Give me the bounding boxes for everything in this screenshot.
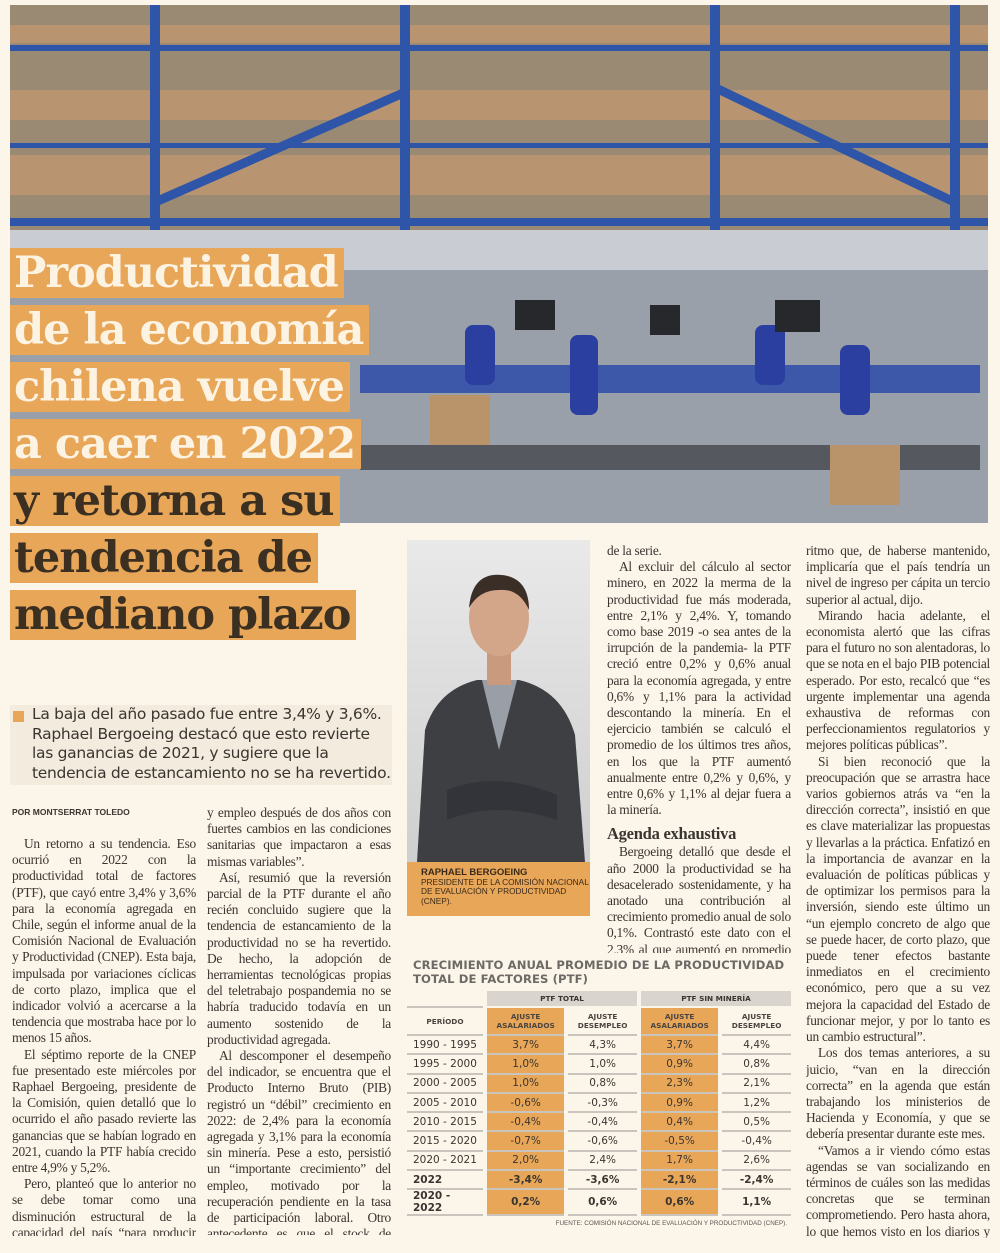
table-row: 2000 - 2005 1,0% 0,8% 2,3% 2,1% — [407, 1074, 791, 1094]
value-cell: -2,4% — [722, 1171, 791, 1191]
headline: Productividad de la economía chilena vue… — [10, 248, 390, 647]
headline-line: chilena vuelve — [10, 362, 350, 412]
value-cell: -0,6% — [487, 1093, 565, 1114]
table-row: 2020 - 2021 2,0% 2,4% 1,7% 2,6% — [407, 1151, 791, 1172]
value-cell: 0,6% — [568, 1190, 637, 1217]
article-column-2: y empleo después de dos años con fuertes… — [207, 805, 391, 1235]
value-cell: 3,7% — [640, 1036, 719, 1056]
paragraph: Un retorno a su tendencia. Eso ocurrió e… — [12, 836, 196, 1046]
paragraph: de la serie. — [607, 543, 662, 558]
value-cell: 1,0% — [487, 1055, 565, 1075]
portrait-photo — [407, 540, 590, 862]
value-cell: -0,4% — [568, 1113, 637, 1133]
value-cell: -0,5% — [640, 1132, 719, 1152]
sub-header: AJUSTE DESEMPLEO — [722, 1008, 791, 1036]
value-cell: -0,4% — [487, 1113, 565, 1133]
value-cell: 0,6% — [640, 1190, 719, 1217]
article-column-1: Un retorno a su tendencia. Eso ocurrió e… — [12, 836, 196, 1236]
value-cell: 2,1% — [722, 1075, 791, 1094]
caption-name: RAPHAEL BERGOEING — [421, 867, 528, 878]
paragraph: Si bien reconoció que la preocupación qu… — [806, 753, 990, 1045]
deck-summary: La baja del año pasado fue entre 3,4% y … — [10, 705, 392, 785]
value-cell: 0,8% — [568, 1075, 637, 1094]
paragraph: Al descomponer el desempeño del indicado… — [207, 1048, 391, 1235]
photo-caption: RAPHAEL BERGOEING PRESIDENTE DE LA COMIS… — [407, 862, 590, 916]
value-cell: -2,1% — [640, 1171, 719, 1191]
table-row: 2005 - 2010 -0,6% -0,3% 0,9% 1,2% — [407, 1093, 791, 1114]
paragraph: ritmo que, de haberse mantenido, implica… — [806, 543, 990, 607]
value-cell: 4,3% — [568, 1036, 637, 1056]
period-cell: 2015 - 2020 — [407, 1132, 483, 1152]
table-title: CRECIMIENTO ANUAL PROMEDIO DE LA PRODUCT… — [413, 958, 785, 986]
paragraph: Así, resumió que la reversión parcial de… — [207, 869, 391, 1047]
value-cell: 2,6% — [722, 1152, 791, 1172]
headline-line: tendencia de — [10, 533, 318, 583]
value-cell: -0,3% — [568, 1094, 637, 1114]
table-row: 2020 - 2022 0,2% 0,6% 0,6% 1,1% — [407, 1190, 791, 1217]
table-row: 2015 - 2020 -0,7% -0,6% -0,5% -0,4% — [407, 1132, 791, 1152]
headline-line: Productividad — [10, 248, 344, 298]
value-cell: -0,7% — [487, 1132, 565, 1152]
value-cell: 0,4% — [640, 1113, 719, 1133]
paragraph: y empleo después de dos años con fuertes… — [207, 805, 391, 869]
byline: POR MONTSERRAT TOLEDO — [12, 807, 130, 817]
article-column-3: de la serie. Al excluir del cálculo al se… — [607, 543, 791, 953]
table-row: 2022 -3,4% -3,6% -2,1% -2,4% — [407, 1171, 791, 1191]
sub-header: AJUSTE ASALARIADOS — [640, 1008, 719, 1036]
subhead: Agenda exhaustiva — [607, 824, 737, 844]
table-row: 1995 - 2000 1,0% 1,0% 0,9% 0,8% — [407, 1055, 791, 1075]
headline-line: y retorna a su — [10, 476, 340, 526]
value-cell: 3,7% — [487, 1036, 565, 1056]
paragraph: El séptimo reporte de la CNEP fue presen… — [12, 1046, 196, 1176]
period-cell: 2005 - 2010 — [407, 1094, 483, 1114]
value-cell: 0,8% — [722, 1055, 791, 1075]
paragraph: Mirando hacia adelante, el economista al… — [806, 607, 990, 753]
value-cell: 4,4% — [722, 1036, 791, 1056]
value-cell: 0,2% — [487, 1190, 565, 1217]
group-header: PTF TOTAL — [487, 991, 637, 1008]
bullet-square-icon — [13, 711, 24, 722]
headline-line: a caer en 2022 — [10, 419, 362, 469]
period-header: PERÍODO — [407, 1008, 483, 1036]
period-cell: 2020 - 2021 — [407, 1152, 483, 1172]
headline-line: de la economía — [10, 305, 370, 355]
ptf-table: CRECIMIENTO ANUAL PROMEDIO DE LA PRODUCT… — [407, 958, 791, 1227]
period-cell: 2022 — [407, 1171, 483, 1191]
sub-header: AJUSTE DESEMPLEO — [568, 1008, 637, 1036]
value-cell: 1,0% — [568, 1055, 637, 1075]
table-source: FUENTE: COMISIÓN NACIONAL DE EVALUACIÓN … — [555, 1220, 787, 1228]
value-cell: 2,4% — [568, 1152, 637, 1172]
period-cell: 1995 - 2000 — [407, 1055, 483, 1075]
period-cell: 2000 - 2005 — [407, 1075, 483, 1094]
paragraph: “Vamos a ir viendo cómo estas agendas se… — [806, 1142, 990, 1238]
table-row: 2010 - 2015 -0,4% -0,4% 0,4% 0,5% — [407, 1113, 791, 1133]
value-cell: 0,9% — [640, 1093, 719, 1114]
period-cell: 2020 - 2022 — [407, 1190, 483, 1217]
value-cell: -3,4% — [487, 1171, 565, 1191]
article-column-4: ritmo que, de haberse mantenido, implica… — [806, 543, 990, 1238]
value-cell: -0,4% — [722, 1132, 791, 1152]
paragraph: Los dos temas anteriores, a su juicio, “… — [806, 1045, 990, 1142]
value-cell: -0,6% — [568, 1132, 637, 1152]
table-row: 1990 - 1995 3,7% 4,3% 3,7% 4,4% — [407, 1036, 791, 1056]
value-cell: 1,2% — [722, 1094, 791, 1114]
value-cell: 1,7% — [640, 1151, 719, 1172]
value-cell: 2,0% — [487, 1151, 565, 1172]
deck-text: La baja del año pasado fue entre 3,4% y … — [32, 705, 391, 782]
sub-header: AJUSTE ASALARIADOS — [487, 1008, 565, 1036]
value-cell: 0,5% — [722, 1113, 791, 1133]
paragraph: Pero, planteó que lo anterior no se debe… — [12, 1176, 196, 1236]
paragraph: Al excluir del cálculo al sector minero,… — [607, 559, 791, 818]
value-cell: 1,1% — [722, 1190, 791, 1217]
caption-role: PRESIDENTE DE LA COMISIÓN NACIONAL DE EV… — [421, 876, 589, 906]
value-cell: 2,3% — [640, 1074, 719, 1094]
value-cell: 0,9% — [640, 1055, 719, 1075]
value-cell: -3,6% — [568, 1171, 637, 1191]
paragraph: Bergoeing detalló que desde el año 2000 … — [607, 844, 791, 953]
period-cell: 2010 - 2015 — [407, 1113, 483, 1133]
value-cell: 1,0% — [487, 1074, 565, 1094]
period-cell: 1990 - 1995 — [407, 1036, 483, 1056]
headline-line: mediano plazo — [10, 590, 357, 640]
group-header: PTF SIN MINERÍA — [640, 991, 791, 1008]
